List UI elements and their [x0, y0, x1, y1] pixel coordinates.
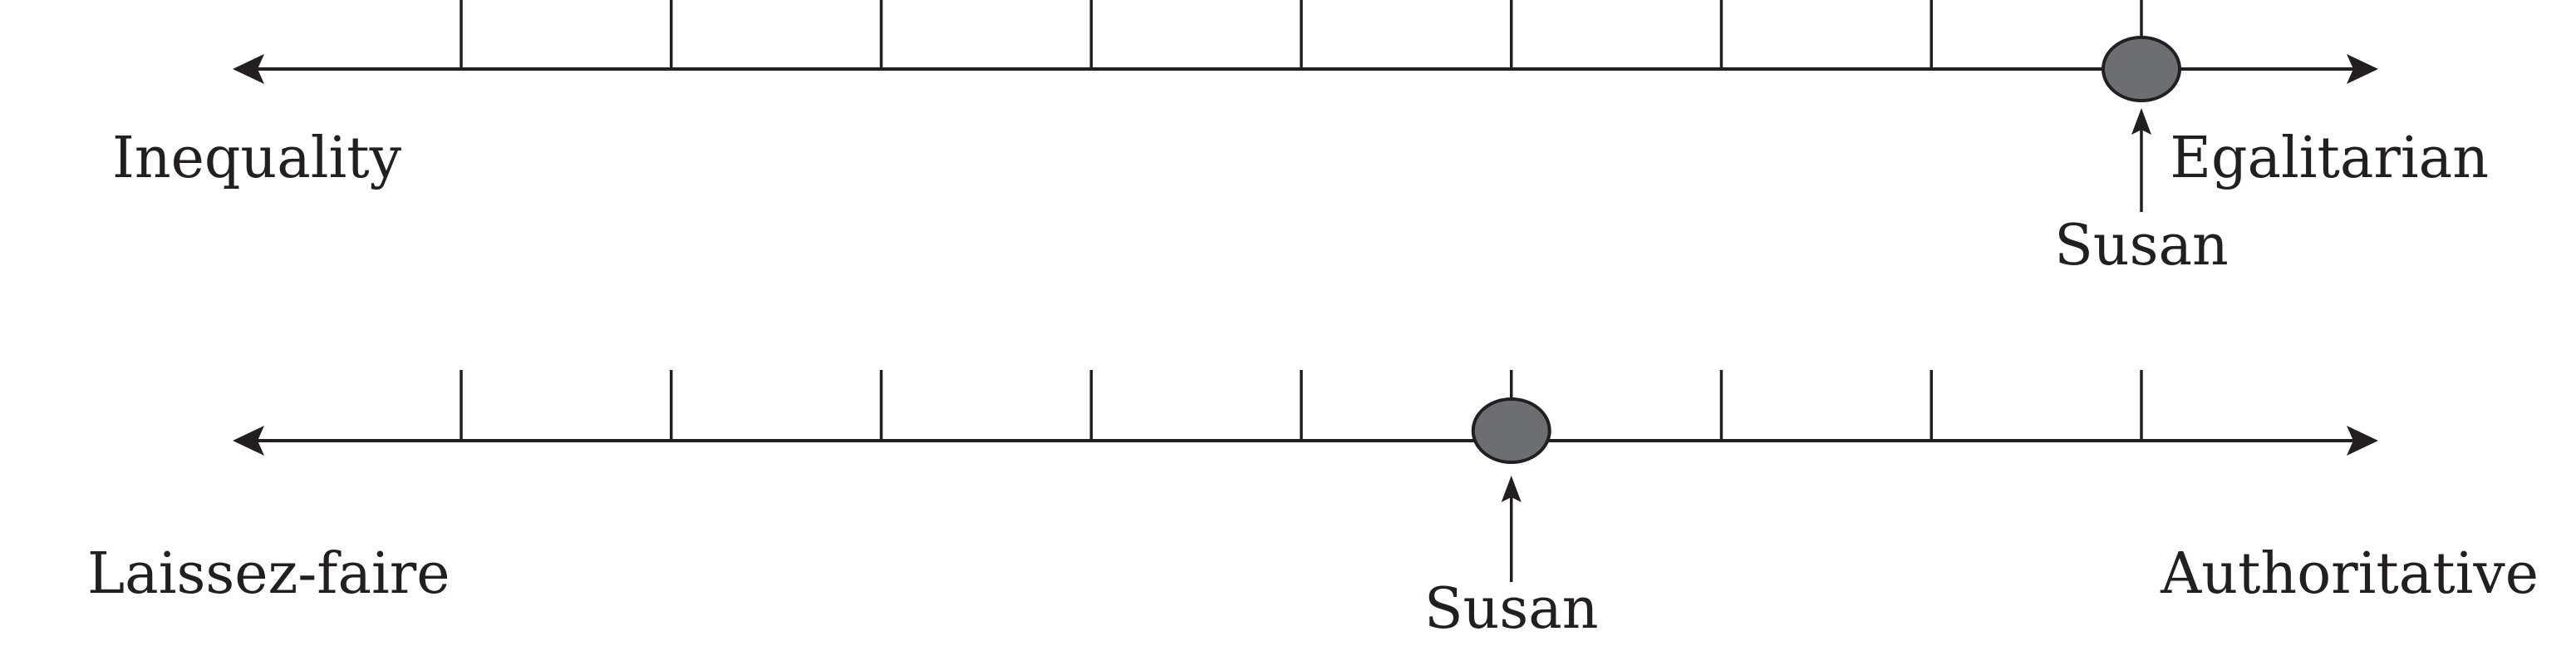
- scale-1-position-marker: [2102, 36, 2181, 102]
- scale-inequality-egalitarian: Inequality Egalitarian Susan: [112, 0, 2489, 279]
- scale-laissez-faire-authoritative: Laissez-faire Authoritative Susan: [87, 370, 2539, 642]
- scale-1-left-arrowhead: [233, 54, 264, 84]
- scale-1-marker-label: Susan: [2054, 213, 2229, 279]
- scale-1-right-arrowhead: [2347, 54, 2378, 84]
- scale-1-pointer-arrowhead: [2131, 108, 2151, 135]
- scale-1-ticks: [460, 0, 2143, 69]
- scale-2-left-label: Laissez-faire: [87, 541, 450, 607]
- scale-1-right-label: Egalitarian: [2170, 126, 2489, 191]
- scale-2-position-marker: [1471, 397, 1551, 464]
- scale-2-right-label: Authoritative: [2160, 541, 2539, 607]
- scale-2-ticks: [460, 370, 2143, 441]
- scale-2-marker-label: Susan: [1424, 576, 1599, 642]
- scale-2-left-arrowhead: [233, 426, 264, 456]
- scale-1-left-label: Inequality: [112, 126, 402, 191]
- scale-2-right-arrowhead: [2347, 426, 2378, 456]
- scale-2-pointer-arrowhead: [1501, 476, 1522, 502]
